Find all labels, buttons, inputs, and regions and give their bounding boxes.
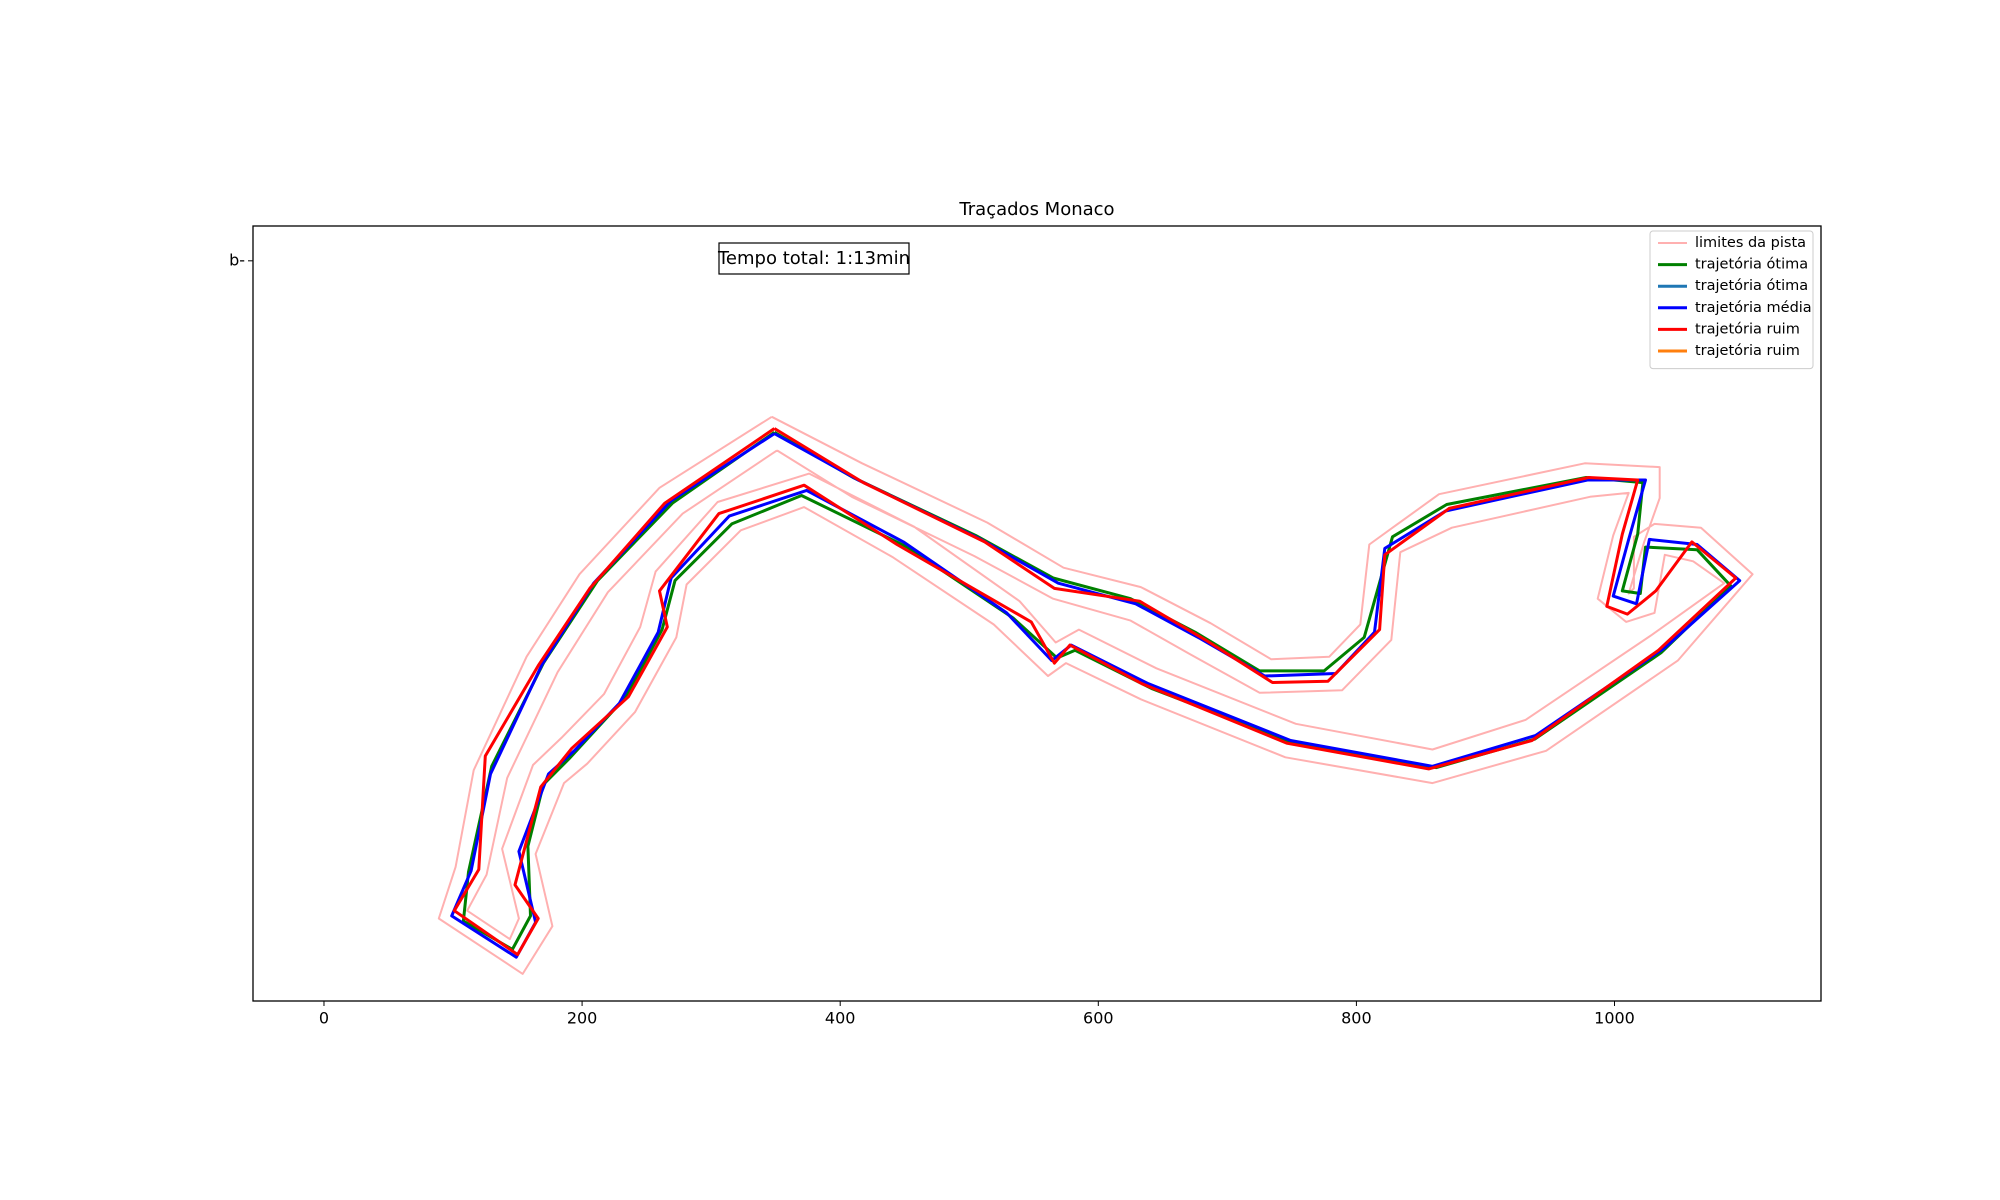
legend-box	[1649, 230, 1814, 370]
legend-label: trajetória ruim	[1695, 343, 1800, 359]
x-tick-label: 1000	[1594, 1009, 1635, 1028]
track-line	[452, 427, 1738, 957]
x-tick-label: 600	[1083, 1009, 1114, 1028]
annotation: Tempo total: 1:13min	[717, 248, 910, 269]
x-tick-label: 800	[1341, 1009, 1372, 1028]
legend-label: trajetória ruim	[1695, 321, 1800, 337]
chart-title: Traçados Monaco	[958, 199, 1114, 220]
legend-label: trajetória ótima	[1695, 278, 1808, 294]
x-tick-label: 200	[567, 1009, 598, 1028]
x-tick-label: 400	[825, 1009, 856, 1028]
legend-label: trajetória média	[1695, 300, 1812, 316]
track-line	[437, 415, 1754, 975]
plot-area	[253, 226, 1821, 1001]
legend-label: trajetória ótima	[1695, 257, 1808, 273]
plot-frame	[252, 225, 1822, 1002]
y-tick-label: b-	[229, 250, 245, 269]
x-tick-label: 0	[319, 1009, 329, 1028]
legend-label: limites da pista	[1695, 235, 1806, 251]
annotation-box	[718, 242, 910, 275]
